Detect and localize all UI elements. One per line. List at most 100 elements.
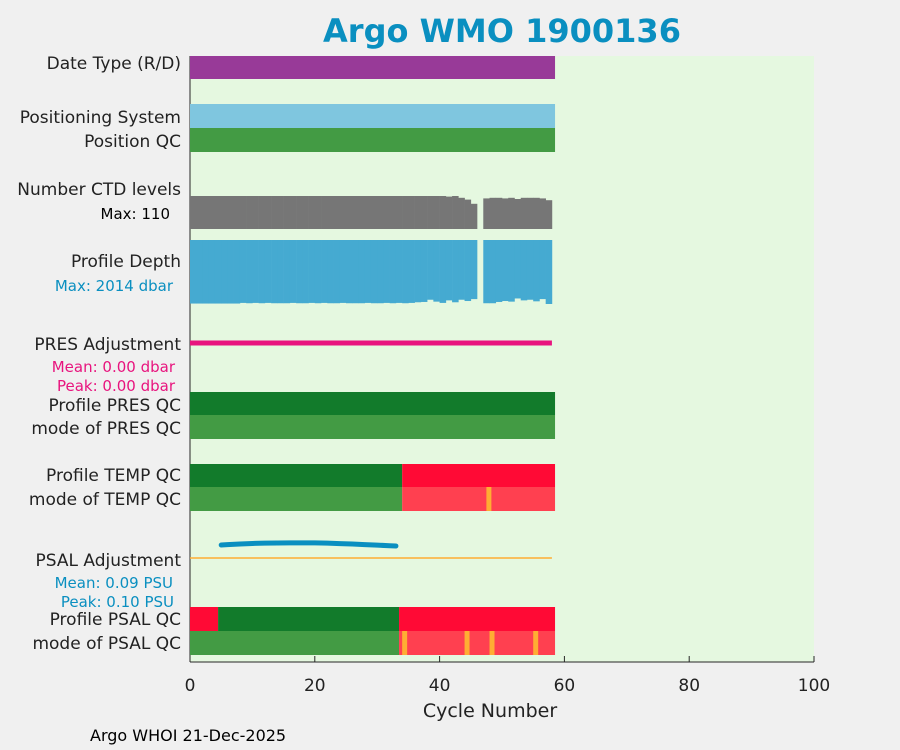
profile-depth-bar	[289, 240, 297, 303]
ctd-levels-bar	[489, 197, 497, 229]
psal-adjustment-peak-label: Peak: 0.10 PSU	[61, 593, 174, 611]
ctd-levels-bar	[239, 196, 247, 229]
profile-depth-bar	[239, 240, 247, 303]
profile-depth-bar	[420, 240, 428, 302]
ctd-levels-bar	[264, 196, 272, 229]
profile-psal-qc-segment	[218, 607, 400, 631]
ctd-levels-bar	[395, 196, 403, 229]
x-tick-label: 40	[429, 676, 451, 696]
pres-adjustment-mean-label: Mean: 0.00 dbar	[52, 358, 176, 376]
profile-depth-bar	[190, 240, 197, 304]
profile-depth-bar	[495, 240, 503, 302]
x-tick-label: 60	[554, 676, 576, 696]
positioning-system-label: Positioning System	[20, 108, 181, 128]
profile-depth-bar	[526, 240, 534, 300]
mode-temp-qc-segment	[402, 487, 556, 511]
ctd-levels-bar	[208, 196, 216, 229]
profile-temp-qc-segment	[190, 464, 403, 487]
profile-depth-bar	[258, 240, 266, 304]
profile-depth-bar	[277, 240, 284, 304]
psal-adjustment-line	[218, 540, 399, 549]
profile-depth-bar	[383, 240, 390, 303]
profile-depth-bar	[502, 240, 509, 302]
x-tick-label: 100	[798, 676, 830, 696]
profile-depth-bar	[221, 240, 228, 304]
ctd-levels-bar	[502, 198, 509, 229]
pres-adjustment-label: PRES Adjustment	[34, 335, 181, 355]
ctd-levels-bar	[358, 196, 366, 229]
ctd-levels-bar	[246, 196, 253, 229]
ctd-levels-bar	[196, 196, 203, 229]
profile-depth-bar	[314, 240, 322, 304]
mode-psal-qc-flag	[489, 631, 495, 655]
profile-depth-bar	[533, 240, 540, 302]
ctd-levels-bar	[533, 197, 540, 229]
profile-depth-bar	[483, 240, 490, 304]
ctd-levels-bar	[433, 196, 440, 229]
mode-psal-qc-flag	[464, 631, 470, 655]
profile-depth-bar	[427, 240, 434, 300]
chart-title: Argo WMO 1900136	[323, 12, 681, 50]
profile-depth-max-label: Max: 2014 dbar	[55, 277, 174, 295]
profile-depth-bar	[464, 240, 472, 302]
ctd-levels-bar	[252, 196, 259, 229]
ctd-levels-bar	[333, 196, 341, 229]
ctd-levels-bar	[302, 196, 309, 229]
ctd-levels-max-label: Max: 110	[101, 205, 170, 223]
ctd-levels-bar	[221, 196, 228, 229]
profile-depth-bar	[346, 240, 353, 304]
profile-depth-bar	[296, 240, 303, 304]
profile-depth-bar	[433, 240, 440, 302]
profile-depth-bar	[283, 240, 291, 304]
profile-depth-bar	[370, 240, 378, 304]
profile-depth-bar	[327, 240, 334, 304]
ctd-levels-bar	[495, 197, 503, 229]
ctd-levels-bar	[190, 196, 197, 229]
profile-depth-bar	[358, 240, 366, 304]
ctd-levels-bar	[514, 199, 522, 229]
profile-psal-qc-segment	[190, 607, 219, 631]
date-type-bar	[190, 56, 556, 79]
profile-depth-bar	[545, 240, 553, 304]
positioning-system-bar	[190, 104, 556, 128]
ctd-levels-bar	[520, 197, 528, 229]
profile-depth-bar	[389, 240, 397, 304]
ctd-levels-bar	[289, 196, 297, 229]
profile-pres-qc-label: Profile PRES QC	[48, 396, 181, 416]
ctd-levels-bar	[271, 196, 278, 229]
ctd-levels-bar	[508, 197, 515, 229]
x-axis-title: Cycle Number	[423, 700, 557, 722]
mode-pres-qc-segment	[190, 415, 556, 439]
ctd-levels-bar	[458, 197, 465, 229]
ctd-levels-bar	[227, 196, 234, 229]
profile-psal-qc-label: Profile PSAL QC	[50, 610, 181, 630]
ctd-levels-bar	[526, 197, 534, 229]
profile-depth-bar	[264, 240, 272, 303]
profile-depth-bar	[520, 240, 528, 301]
psal-adjustment-label: PSAL Adjustment	[36, 551, 182, 571]
ctd-levels-bar	[483, 198, 490, 229]
x-tick-label: 80	[678, 676, 700, 696]
ctd-levels-bar	[377, 196, 384, 229]
profile-depth-bar	[227, 240, 234, 304]
ctd-levels-bar	[402, 196, 409, 229]
profile-depth-bar	[196, 240, 203, 304]
ctd-levels-bar	[283, 196, 291, 229]
ctd-levels-bar	[233, 196, 241, 229]
profile-depth-bar	[302, 240, 309, 304]
profile-psal-qc-segment	[399, 607, 556, 631]
ctd-levels-bar	[470, 203, 478, 229]
mode-temp-qc-segment	[190, 487, 403, 511]
profile-depth-bar	[339, 240, 347, 303]
ctd-levels-bar	[214, 196, 222, 229]
psal-adjustment-mean-label: Mean: 0.09 PSU	[55, 574, 173, 592]
profile-depth-bar	[508, 240, 515, 302]
ctd-levels-bar	[314, 196, 322, 229]
date-type-label: Date Type (R/D)	[47, 54, 181, 74]
ctd-levels-bar	[389, 196, 397, 229]
profile-depth-bar	[321, 240, 328, 303]
profile-depth-bar	[233, 240, 241, 304]
mode-psal-qc-flag	[533, 631, 539, 655]
mode-pres-qc-label: mode of PRES QC	[31, 419, 181, 439]
profile-depth-bar	[214, 240, 222, 304]
